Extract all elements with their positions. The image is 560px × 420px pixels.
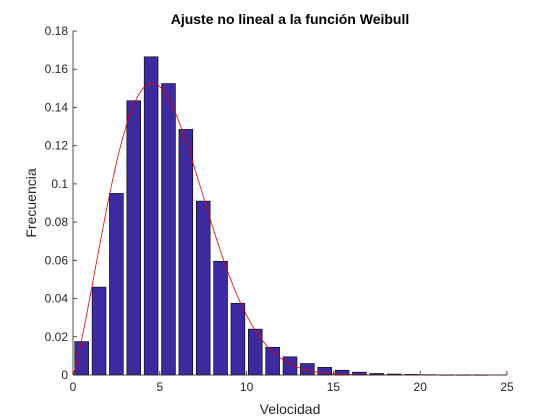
x-tick-label: 5 xyxy=(156,380,163,394)
bar xyxy=(126,100,142,376)
bar xyxy=(74,341,89,376)
bar xyxy=(230,303,246,376)
x-tick-label: 20 xyxy=(414,380,428,394)
y-tick-label: 0.14 xyxy=(45,100,69,114)
tick-labels-group: 0 5 10 15 20 25 0 0.02 0.04 0.06 0.08 0.1 0.12 0.14 0.… xyxy=(45,24,514,394)
bar xyxy=(109,193,124,376)
x-tick-label: 10 xyxy=(240,380,254,394)
x-axis-title: Velocidad xyxy=(260,401,321,417)
bar xyxy=(248,328,263,376)
y-tick-label: 0.16 xyxy=(45,62,69,76)
y-tick-label: 0.1 xyxy=(51,177,68,191)
bar xyxy=(195,200,211,376)
x-tick-label: 25 xyxy=(500,380,514,394)
bar xyxy=(161,83,176,376)
y-tick-label: 0 xyxy=(61,368,68,382)
y-tick-label: 0.02 xyxy=(45,330,69,344)
axes-group xyxy=(72,30,508,376)
bar xyxy=(143,56,159,376)
y-tick-label: 0.06 xyxy=(45,253,69,267)
y-axis-title: Frecuencia xyxy=(23,168,39,237)
y-tick-label: 0.18 xyxy=(45,24,69,38)
y-tick-label: 0.12 xyxy=(45,139,69,153)
chart-title: Ajuste no lineal a la función Weibull xyxy=(171,11,410,27)
y-tick-label: 0.04 xyxy=(45,292,69,306)
bar xyxy=(91,286,107,376)
x-tick-label: 15 xyxy=(327,380,341,394)
y-tick-label: 0.08 xyxy=(45,215,69,229)
x-tick-label: 0 xyxy=(70,380,77,394)
bar-group xyxy=(74,56,489,376)
bar xyxy=(178,129,194,376)
bar xyxy=(213,260,228,376)
